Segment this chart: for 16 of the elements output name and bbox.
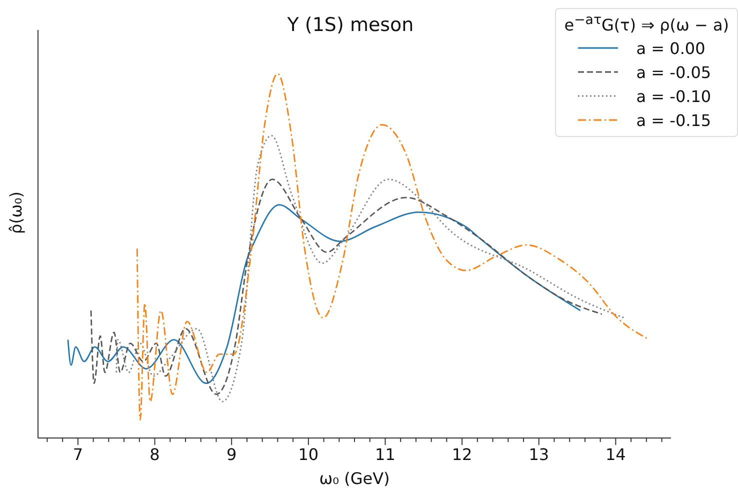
- chart-title: Υ (1S) meson: [287, 14, 414, 36]
- x-tick-label: 9: [226, 445, 237, 464]
- x-tick-label: 10: [298, 445, 319, 464]
- x-tick-label: 12: [452, 445, 472, 464]
- legend-label: a = -0.15: [636, 110, 712, 130]
- x-tick-label: 14: [606, 445, 626, 464]
- x-axis-title: ω₀ (GeV): [319, 469, 390, 488]
- legend-label: a = -0.05: [636, 62, 712, 82]
- x-tick-label: 7: [72, 445, 84, 464]
- x-tick-label: 13: [528, 445, 550, 464]
- legend-label: a = 0.00: [636, 38, 706, 58]
- legend-label: a = -0.10: [636, 86, 712, 106]
- x-tick-label: 8: [150, 445, 160, 464]
- legend-title: e$^{−aτ}$G(τ) ⇒ ρ(ω − a): [564, 13, 729, 34]
- y-axis-title: ρ̂(ω₀): [6, 192, 26, 234]
- x-tick-label: 11: [375, 445, 396, 464]
